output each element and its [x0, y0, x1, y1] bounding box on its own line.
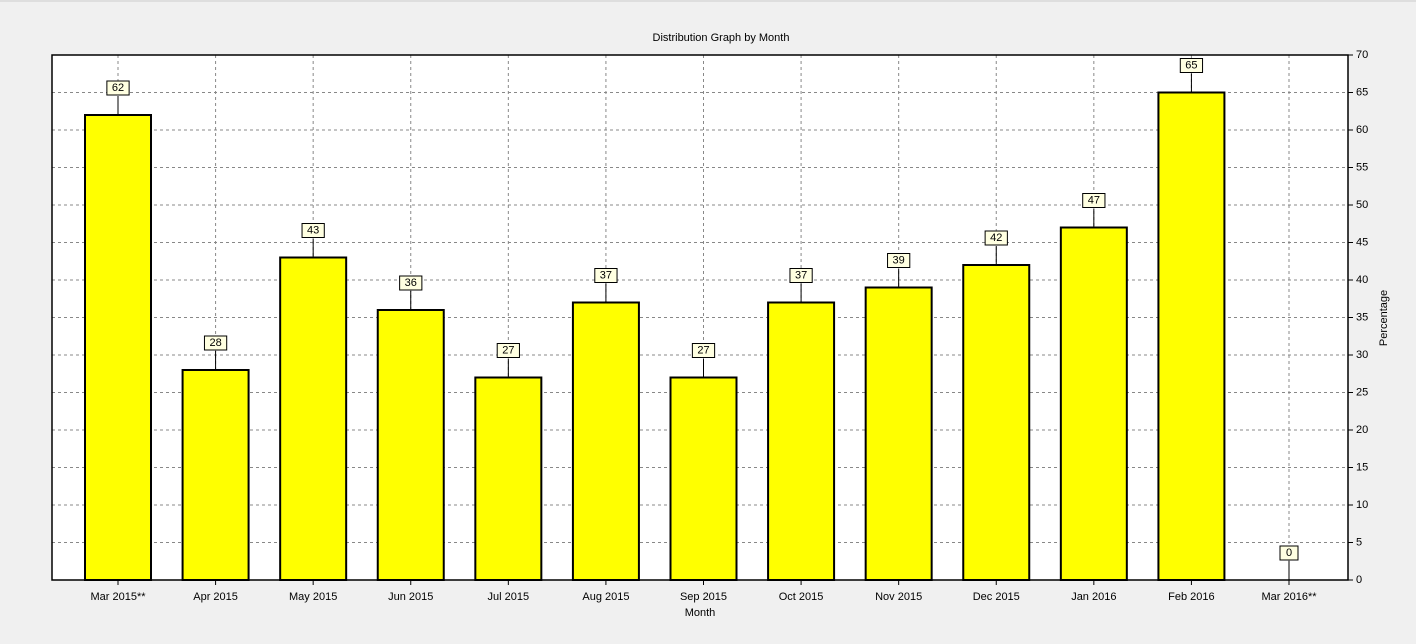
bar — [474, 376, 543, 581]
data-label-box — [1082, 193, 1106, 208]
y-tick-label: 30 — [1356, 349, 1368, 361]
data-label-box — [399, 275, 423, 291]
data-label: 28 — [209, 337, 221, 349]
data-label-box — [496, 343, 520, 358]
y-axis-title: Percentage — [1378, 290, 1390, 346]
data-label: 47 — [1088, 194, 1100, 206]
bar — [1059, 226, 1128, 581]
data-label: 43 — [307, 224, 319, 236]
chart-title: Distribution Graph by Month — [653, 32, 790, 44]
bar — [1157, 91, 1226, 581]
y-tick-label: 10 — [1356, 499, 1368, 511]
data-label: 36 — [405, 277, 417, 289]
data-label: 39 — [893, 254, 905, 266]
y-tick-label: 15 — [1356, 461, 1368, 473]
data-label: 0 — [1286, 547, 1292, 559]
y-tick-label: 25 — [1356, 386, 1368, 398]
data-label-box — [594, 268, 618, 283]
bar — [279, 256, 348, 581]
bar — [864, 286, 933, 581]
data-label-box — [789, 268, 813, 283]
x-tick-label: Nov 2015 — [875, 591, 922, 603]
x-tick-label: Sep 2015 — [680, 591, 727, 603]
x-tick-label: Jun 2015 — [388, 591, 433, 603]
data-label-box — [106, 80, 130, 96]
data-label: 62 — [112, 82, 124, 94]
y-tick-label: 5 — [1356, 536, 1362, 548]
x-tick-label: Mar 2016** — [1261, 591, 1317, 603]
x-tick-label: Dec 2015 — [973, 591, 1020, 603]
y-tick-label: 55 — [1356, 161, 1368, 173]
x-tick-label: May 2015 — [289, 591, 337, 603]
x-tick-label: Jan 2016 — [1071, 591, 1116, 603]
y-tick-label: 50 — [1356, 199, 1368, 211]
bar — [181, 369, 250, 581]
bar — [376, 309, 445, 581]
bar — [962, 264, 1031, 581]
bar — [571, 301, 640, 581]
x-tick-label: Jul 2015 — [488, 591, 530, 603]
data-label-box — [887, 253, 911, 268]
bar — [669, 376, 738, 581]
data-label: 65 — [1185, 59, 1197, 71]
data-label-box — [301, 223, 325, 238]
x-tick-label: Apr 2015 — [193, 591, 238, 603]
x-tick-label: Aug 2015 — [582, 591, 629, 603]
x-tick-label: Feb 2016 — [1168, 591, 1214, 603]
data-label-box — [203, 335, 228, 351]
data-label: 27 — [697, 344, 709, 356]
y-tick-label: 60 — [1356, 124, 1368, 136]
y-tick-label: 0 — [1356, 574, 1362, 586]
y-tick-label: 65 — [1356, 86, 1368, 98]
data-label: 42 — [990, 232, 1002, 244]
y-tick-label: 40 — [1356, 274, 1368, 286]
x-tick-label: Oct 2015 — [779, 591, 824, 603]
y-tick-label: 70 — [1356, 49, 1368, 61]
bar — [84, 114, 152, 581]
data-label-box — [1179, 58, 1204, 73]
x-axis-title: Month — [685, 607, 716, 619]
y-tick-label: 20 — [1356, 424, 1368, 436]
x-tick-label: Mar 2015** — [90, 591, 146, 603]
data-label: 37 — [600, 269, 612, 281]
y-tick-label: 35 — [1356, 311, 1368, 323]
data-label-box — [1279, 545, 1299, 561]
data-label-box — [984, 230, 1008, 246]
y-tick-label: 45 — [1356, 236, 1368, 248]
bar — [767, 301, 836, 581]
data-label: 27 — [502, 344, 514, 356]
data-label-box — [691, 343, 716, 358]
data-label: 37 — [795, 269, 807, 281]
